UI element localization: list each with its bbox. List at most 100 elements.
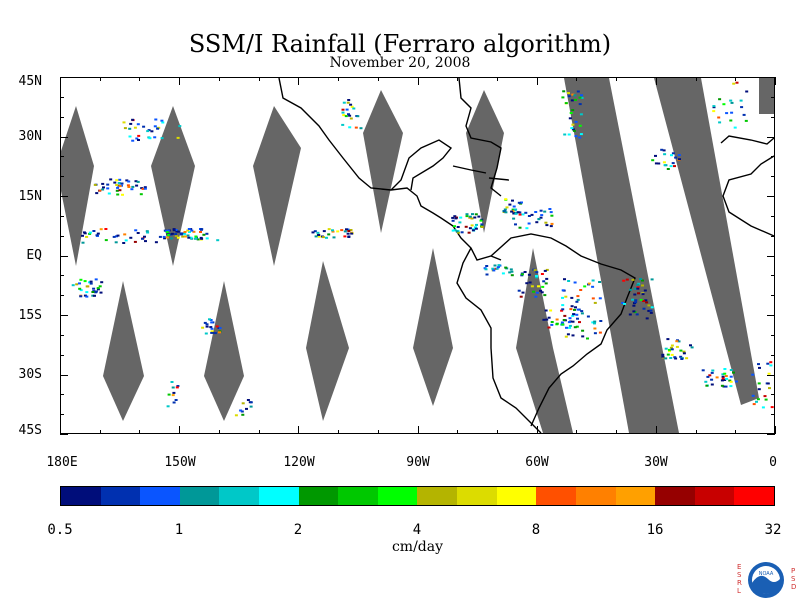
rain-cell — [642, 300, 645, 302]
coastline-africa — [722, 155, 774, 237]
rain-cell — [645, 301, 649, 304]
rain-cell — [537, 285, 540, 288]
lon-label: 180E — [46, 455, 78, 470]
rain-cell — [542, 280, 546, 283]
rain-cell — [205, 232, 209, 235]
rain-cell — [579, 113, 583, 116]
rain-cell — [145, 230, 149, 233]
rain-cell — [718, 121, 722, 124]
axis-tick — [771, 236, 775, 237]
rain-cell — [165, 231, 169, 234]
rain-cell — [718, 98, 722, 101]
rain-cell — [186, 229, 190, 232]
rain-cell — [766, 382, 770, 385]
rain-cell — [636, 287, 640, 290]
rain-cell — [669, 346, 673, 349]
rain-cell — [637, 292, 640, 295]
rain-cell — [568, 324, 572, 327]
rain-cell — [561, 296, 564, 299]
rain-cell — [187, 228, 191, 230]
rain-cell — [544, 221, 548, 224]
rain-cell — [622, 279, 626, 282]
rain-cell — [565, 326, 568, 329]
rain-cell — [81, 241, 85, 244]
rain-cell — [133, 126, 137, 129]
rain-cell — [547, 316, 551, 319]
colorbar-segment — [536, 487, 576, 505]
colorbar-segment — [417, 487, 458, 505]
rain-cell — [728, 379, 732, 382]
swath-gaps — [61, 78, 774, 433]
logo-letter: L — [737, 587, 741, 595]
axis-tick — [60, 295, 64, 296]
rain-cell — [561, 323, 565, 326]
swath-gap — [151, 106, 195, 266]
axis-tick — [771, 216, 775, 217]
rain-cell — [133, 240, 137, 243]
rain-cell — [459, 216, 463, 219]
rain-cell — [96, 287, 100, 290]
rain-cell — [245, 407, 248, 410]
rain-cell — [568, 317, 572, 320]
rain-cell — [170, 237, 174, 240]
rain-cell — [573, 326, 577, 329]
rain-cell — [91, 291, 95, 293]
rain-cell — [642, 307, 646, 310]
rain-cell — [316, 231, 320, 234]
rain-cell — [712, 106, 716, 109]
logo-letter: E — [737, 563, 742, 571]
rain-cell — [205, 237, 209, 240]
rain-cell — [176, 230, 180, 233]
axis-tick — [771, 394, 775, 395]
colorbar-segment — [496, 487, 537, 505]
rain-cell — [578, 96, 582, 99]
rain-cell — [136, 123, 140, 126]
rain-cell — [505, 206, 509, 209]
coastline-caribbean — [488, 177, 510, 181]
rain-cell — [721, 377, 725, 380]
rain-cell — [143, 186, 147, 189]
rain-cell — [341, 111, 345, 114]
rain-cell — [153, 136, 157, 139]
axis-tick — [60, 256, 68, 257]
rain-cell — [763, 395, 767, 398]
rain-cell — [599, 320, 603, 322]
axis-tick — [100, 430, 101, 434]
rain-cell — [650, 306, 654, 309]
colorbar — [60, 486, 775, 506]
rain-cell — [567, 92, 570, 94]
rain-cell — [674, 357, 678, 360]
rain-cell — [161, 121, 165, 124]
axis-tick — [378, 77, 379, 81]
rain-cell — [555, 322, 559, 325]
rain-cell — [532, 290, 535, 293]
rain-cell — [625, 278, 629, 281]
rain-cell — [631, 298, 635, 301]
rain-cell — [721, 373, 725, 376]
colorbar-segment — [100, 487, 141, 505]
rain-cell — [520, 273, 524, 276]
rain-cell — [95, 234, 99, 237]
rain-cell — [578, 321, 581, 324]
rain-cell — [535, 291, 539, 294]
rain-cell — [485, 265, 489, 267]
rain-cell — [106, 187, 110, 190]
rain-cell — [657, 162, 661, 165]
swath-gap — [61, 106, 94, 266]
axis-tick — [60, 394, 64, 395]
axis-tick — [735, 430, 736, 434]
axis-tick — [767, 375, 775, 376]
map-canvas — [61, 78, 774, 433]
rain-cell — [137, 139, 140, 141]
rain-cell — [633, 287, 637, 290]
rain-cell — [130, 188, 134, 191]
lat-label: 45N — [18, 74, 42, 89]
rain-cell — [634, 301, 638, 304]
rain-cell — [100, 281, 104, 284]
rain-cell — [348, 114, 352, 117]
rain-cell — [560, 321, 564, 324]
rain-cell — [88, 281, 91, 284]
rain-cell — [121, 193, 124, 196]
rain-cell — [634, 299, 638, 302]
